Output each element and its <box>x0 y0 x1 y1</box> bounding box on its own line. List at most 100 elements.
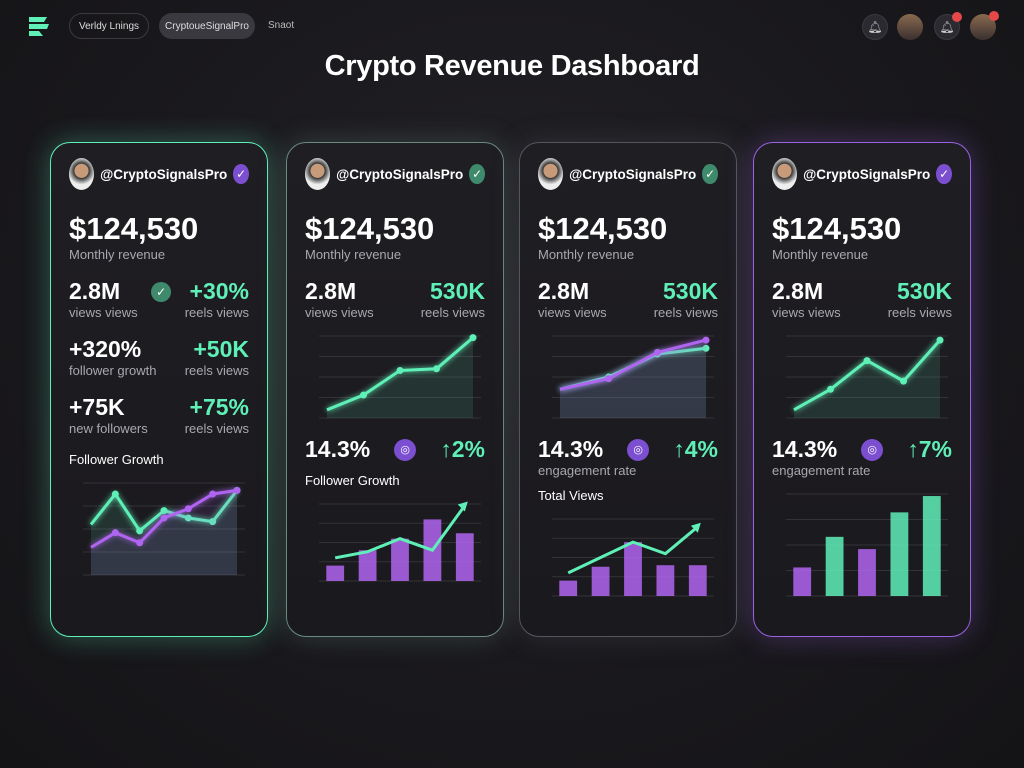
page-title: Crypto Revenue Dashboard <box>324 50 700 82</box>
bar <box>559 580 578 596</box>
trend-arrow-icon <box>457 501 468 512</box>
stat-row: 2.8M views views 530K reels views <box>772 278 952 320</box>
stat-label: views views <box>538 305 607 320</box>
stat-change-label: reels views <box>184 363 249 378</box>
line-chart <box>552 335 714 419</box>
bar <box>825 536 844 596</box>
metric-label: engagement rate <box>538 463 637 478</box>
gauge-icon: ◎ <box>627 438 650 461</box>
bar <box>455 533 474 581</box>
gauge-icon: ◎ <box>861 438 884 461</box>
revenue-label: Monthly revenue <box>69 247 166 262</box>
handle[interactable]: @CryptoSignalsPro <box>100 166 228 182</box>
bar <box>656 565 675 596</box>
verified-check-icon: ✓ <box>469 164 485 184</box>
handle[interactable]: @CryptoSignalsPro <box>569 166 697 182</box>
line-chart <box>786 335 948 419</box>
bar <box>858 549 876 596</box>
handle[interactable]: @CryptoSignalsPro <box>336 166 464 182</box>
bar <box>391 538 409 581</box>
data-point <box>827 385 834 393</box>
stat-change: 530K <box>430 278 485 304</box>
stat-row: +75K new followers +75% reels views <box>69 394 249 436</box>
metric-value: 14.3% <box>772 436 838 462</box>
top-bar: Verldy Lnings CryptoueSignalPro Snaot 🔔︎… <box>0 0 1024 52</box>
data-point <box>863 357 871 365</box>
metric-label: engagement rate <box>772 463 871 478</box>
stat-change: +75% <box>189 394 249 420</box>
revenue-value: $124,530 <box>305 211 435 246</box>
stat-row: 2.8M views views ✓ +30% reels views <box>69 278 249 320</box>
data-point <box>605 375 613 383</box>
data-point <box>653 348 661 356</box>
metric-value: 14.3% <box>538 436 604 462</box>
stat-change: 530K <box>897 278 952 304</box>
metric-value: 14.3% <box>305 436 371 462</box>
data-point <box>233 486 241 494</box>
area-fill <box>560 348 706 418</box>
profile-avatar <box>305 158 331 190</box>
notification-badge-icon <box>952 12 962 22</box>
logo-icon[interactable] <box>26 13 52 39</box>
notification-bell-icon[interactable]: 🔔︎ <box>934 12 962 40</box>
data-point <box>360 391 367 399</box>
line-chart <box>319 334 481 419</box>
user-avatar[interactable] <box>970 11 999 40</box>
bar <box>890 512 909 596</box>
area-fill <box>794 340 940 418</box>
stat-change-label: reels views <box>184 305 249 320</box>
avatar-badge-icon <box>989 11 999 21</box>
nav-pill-1[interactable]: Verldy Lnings <box>69 13 149 39</box>
creator-card: @CryptoSignalsPro ✓ $124,530 Monthly rev… <box>519 142 737 637</box>
verified-check-icon: ✓ <box>936 164 952 184</box>
handle[interactable]: @CryptoSignalsPro <box>803 166 931 182</box>
data-point <box>936 336 944 344</box>
data-point <box>396 366 404 374</box>
bar-chart <box>786 493 948 597</box>
stat-label: views views <box>772 305 841 320</box>
revenue-value: $124,530 <box>538 211 668 246</box>
nav-pill-2[interactable]: CryptoueSignalPro <box>159 13 255 39</box>
bar-chart <box>552 518 714 597</box>
data-point <box>900 377 907 385</box>
nav-link[interactable]: Snaot <box>268 20 295 31</box>
bar-chart <box>319 501 481 582</box>
creator-card: @CryptoSignalsPro ✓ $124,530 Monthly rev… <box>286 142 504 637</box>
stat-label: follower growth <box>69 363 157 378</box>
chart-title: Total Views <box>538 488 604 503</box>
data-point <box>111 490 119 498</box>
avatar[interactable] <box>897 14 923 40</box>
bar <box>624 542 642 596</box>
check-icon: ✓ <box>151 282 172 302</box>
stat-label: views views <box>69 305 138 320</box>
profile-avatar <box>772 158 798 190</box>
data-point <box>111 529 119 537</box>
data-point <box>136 527 144 535</box>
stat-change: +30% <box>189 278 249 304</box>
revenue-value: $124,530 <box>772 211 902 246</box>
data-point <box>433 365 440 373</box>
creator-card: @CryptoSignalsPro ✓ $124,530 Monthly rev… <box>50 142 268 637</box>
revenue-label: Monthly revenue <box>772 247 869 262</box>
profile-avatar <box>69 158 95 190</box>
stat-value: 2.8M <box>69 278 121 304</box>
bar <box>922 496 941 596</box>
area-fill <box>91 490 237 575</box>
data-point <box>469 334 477 342</box>
area-fill <box>560 340 706 418</box>
stat-change: 530K <box>663 278 718 304</box>
trend-line <box>334 504 467 560</box>
area-fill <box>91 490 237 575</box>
bell-icon[interactable]: 🔔︎ <box>862 14 888 40</box>
data-point <box>160 507 168 515</box>
follower-growth-chart <box>83 482 245 576</box>
stat-change-label: reels views <box>653 305 718 320</box>
bar <box>793 567 812 596</box>
stat-change: +50K <box>193 336 249 362</box>
stat-label: views views <box>305 305 374 320</box>
gauge-icon: ◎ <box>394 438 417 461</box>
bar <box>358 550 377 581</box>
stat-value: 2.8M <box>538 278 590 304</box>
verified-check-icon: ✓ <box>233 164 249 184</box>
stat-row: +320% follower growth +50K reels views <box>69 336 249 378</box>
